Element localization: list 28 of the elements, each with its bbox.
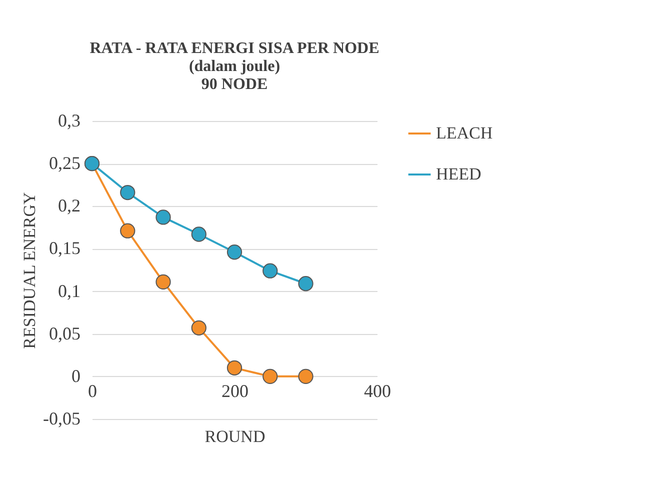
- point: [298, 368, 314, 384]
- point: [298, 276, 314, 292]
- legend-label: HEED: [436, 164, 482, 184]
- y-tick-label: 0,1: [58, 280, 80, 301]
- point: [156, 210, 171, 225]
- point: [156, 274, 171, 290]
- y-tick-label: 0,15: [49, 238, 80, 258]
- y-tick-label: 0,05: [49, 323, 80, 344]
- y-axis-title: RESIDUAL ENERGY: [20, 192, 40, 349]
- point: [120, 223, 136, 238]
- y-tick-label: -0,05: [43, 408, 80, 428]
- point: [226, 360, 242, 376]
- legend-label: LEACH: [436, 124, 493, 142]
- point: [191, 320, 206, 336]
- x-tick-label: 200: [222, 380, 248, 401]
- x-tick-label: 400: [364, 380, 391, 401]
- y-tick-label: 0,3: [58, 110, 80, 130]
- point: [120, 184, 136, 200]
- y-tick-label: 0: [72, 366, 80, 386]
- x-axis-title: ROUND: [204, 426, 266, 446]
- y-tick-label: 0,2: [58, 196, 80, 216]
- point: [262, 263, 278, 278]
- point: [191, 226, 206, 242]
- chart-title: RATA - RATA ENERGI SISA PER NODE (dalam joule) 90 NODE: [90, 40, 380, 93]
- point: [262, 368, 278, 384]
- x-tick-label: 0: [88, 380, 97, 401]
- point: [226, 244, 242, 260]
- y-tick-label: 0,25: [49, 153, 80, 174]
